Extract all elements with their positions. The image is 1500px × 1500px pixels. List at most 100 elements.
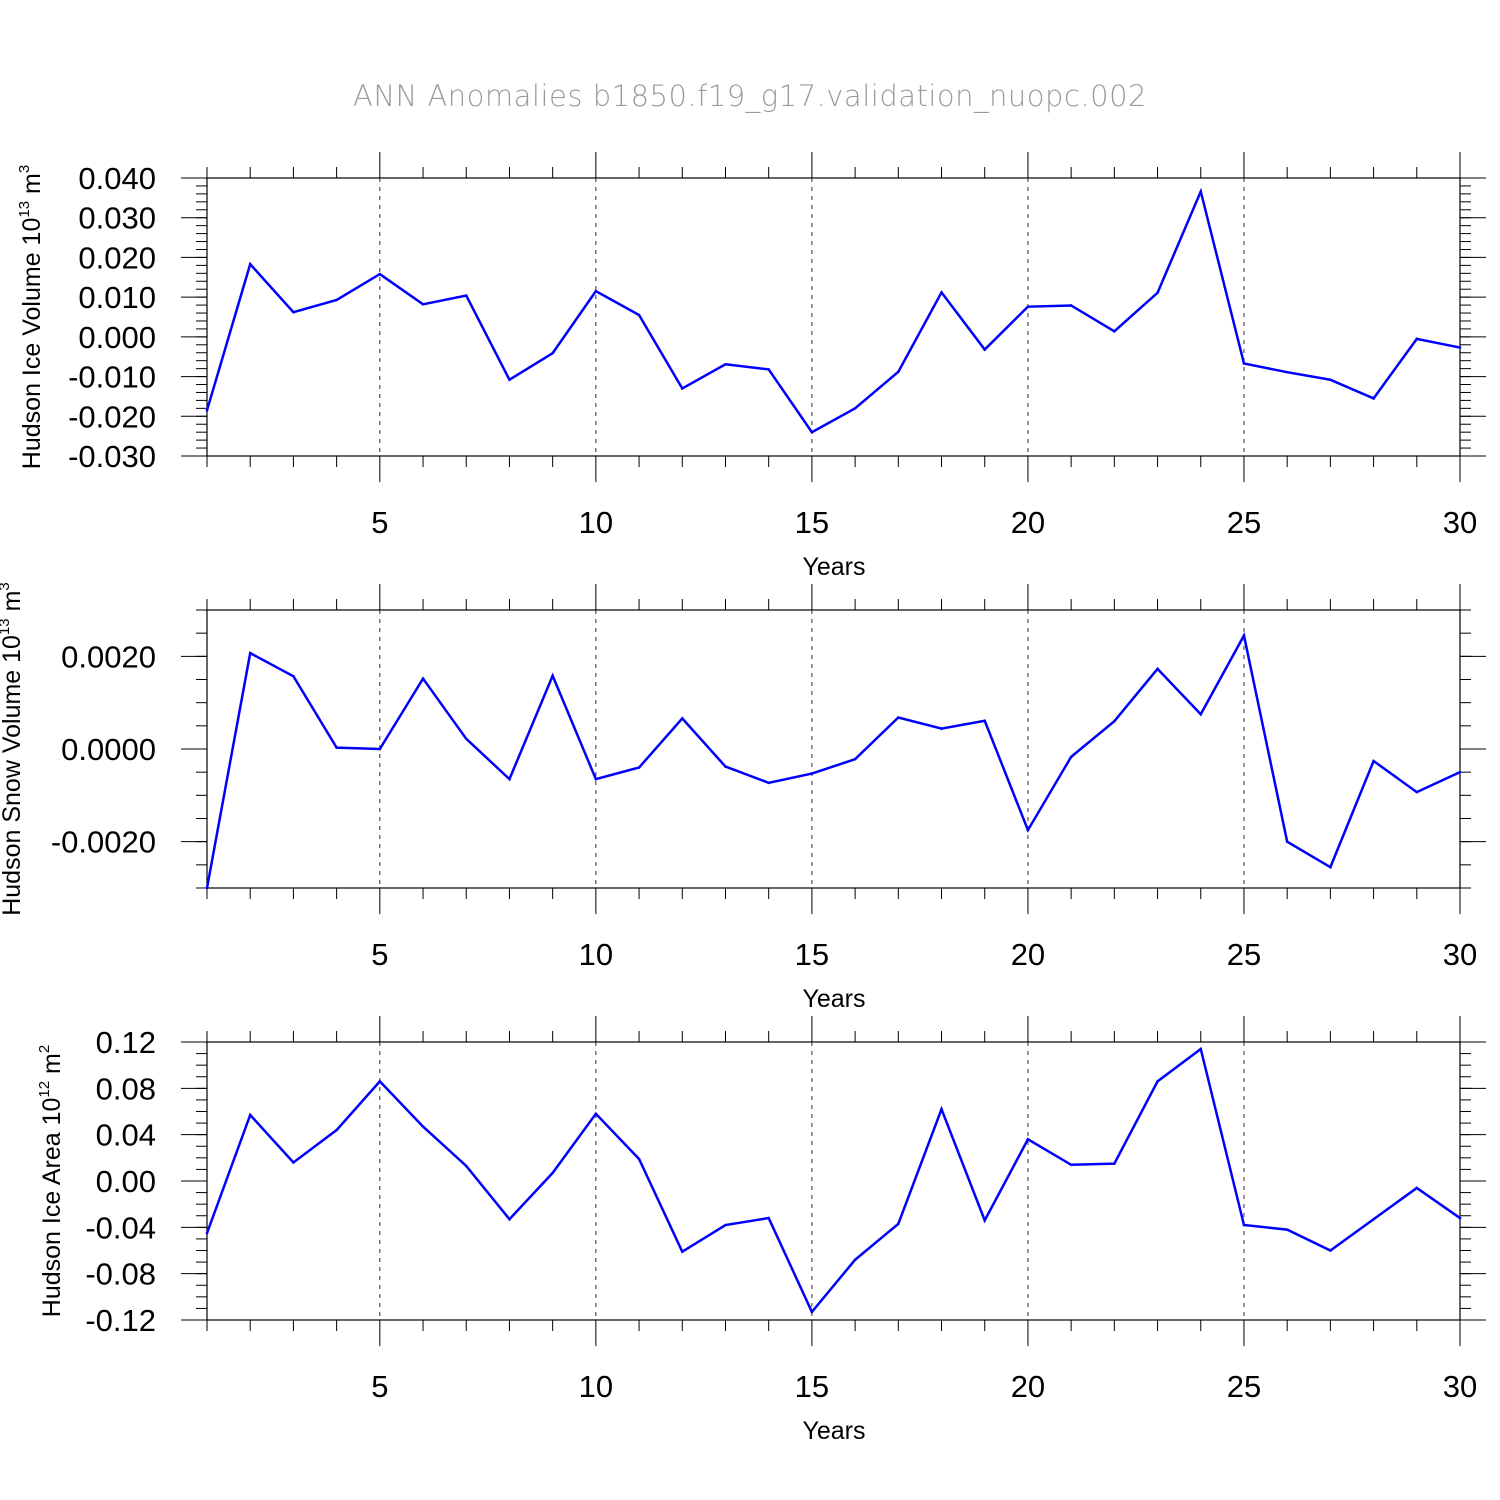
data-point <box>421 1125 425 1128</box>
data-point <box>248 262 252 266</box>
data-point <box>680 717 684 720</box>
data-point <box>248 1113 252 1117</box>
plot-frame <box>206 609 1461 889</box>
y-axis-title: Hudson Snow Volume 1013 m3 <box>0 582 26 916</box>
data-point <box>1415 1186 1419 1190</box>
data-point <box>594 289 598 293</box>
data-point <box>1026 1138 1030 1141</box>
data-point <box>508 378 511 382</box>
data-point <box>1069 755 1073 759</box>
plot-frame <box>206 1041 1461 1321</box>
data-point <box>205 1231 209 1235</box>
data-point <box>1156 1080 1159 1083</box>
data-point <box>1199 190 1203 193</box>
data-point <box>1285 370 1289 374</box>
data-point <box>767 368 770 371</box>
y-tick-label: 0.0000 <box>61 732 156 767</box>
y-tick-label: 0.020 <box>78 240 156 275</box>
data-point <box>205 409 209 412</box>
data-point <box>1372 1217 1375 1221</box>
data-point <box>378 1080 382 1083</box>
data-point <box>1156 667 1159 671</box>
x-tick-label: 30 <box>1443 937 1477 972</box>
x-tick-label: 20 <box>1011 937 1045 972</box>
y-tick-label: -0.08 <box>85 1257 156 1292</box>
data-point <box>767 1216 770 1220</box>
x-tick-label: 10 <box>579 1369 613 1404</box>
data-point <box>940 727 943 730</box>
x-tick-label: 5 <box>371 1369 388 1404</box>
data-point <box>421 677 425 680</box>
data-point <box>897 716 900 719</box>
data-point <box>1372 397 1375 400</box>
series-line <box>205 1046 1461 1315</box>
x-tick-label: 5 <box>371 937 388 972</box>
data-point <box>1415 337 1419 341</box>
data-point <box>724 765 727 768</box>
y-tick-label: -0.020 <box>68 399 156 434</box>
y-tick-label: 0.030 <box>78 201 156 236</box>
data-point <box>248 651 252 655</box>
data-point <box>940 291 943 294</box>
y-tick-label: 0.00 <box>96 1164 156 1199</box>
data-point <box>637 1157 641 1161</box>
data-point <box>1242 1223 1246 1227</box>
data-point <box>1415 790 1419 794</box>
x-axis-title: Years <box>802 985 865 1013</box>
data-point <box>551 351 554 355</box>
x-tick-label: 10 <box>579 937 613 972</box>
data-point <box>853 407 857 410</box>
data-point <box>594 777 598 781</box>
y-tick-label: 0.0020 <box>61 639 156 674</box>
data-point <box>1199 1047 1203 1051</box>
x-tick-label: 30 <box>1443 1369 1477 1404</box>
data-point <box>983 1219 987 1222</box>
y-tick-label: -0.12 <box>85 1303 156 1338</box>
data-point <box>1329 1249 1332 1252</box>
data-point <box>464 294 468 297</box>
y-axis-title: Hudson Ice Volume 1013 m3 <box>16 165 46 469</box>
y-tick-label: -0.04 <box>85 1210 156 1245</box>
y-tick-label: 0.04 <box>96 1118 156 1153</box>
data-point <box>1458 770 1462 774</box>
x-tick-label: 15 <box>795 1369 829 1404</box>
data-point <box>724 362 727 366</box>
data-point <box>1329 378 1332 382</box>
data-point <box>810 1310 814 1314</box>
data-point <box>551 674 554 678</box>
data-point <box>508 1217 511 1221</box>
data-point <box>378 272 382 276</box>
x-tick-label: 20 <box>1011 1369 1045 1404</box>
data-point <box>724 1223 727 1227</box>
y-axis-title: Hudson Ice Area 1012 m2 <box>36 1045 66 1317</box>
series-line <box>205 187 1461 434</box>
data-point <box>1285 840 1289 843</box>
data-point <box>983 348 987 351</box>
panels: 5 10 15 20 25 30 -0.030 -0.020 -0.010 0.000 0.010 0… <box>0 152 1486 1445</box>
data-point <box>1199 712 1203 716</box>
y-tick-label: 0.010 <box>78 280 156 315</box>
data-point <box>853 757 857 761</box>
data-point <box>680 387 684 390</box>
data-point <box>292 674 295 678</box>
panel-3: 5 10 15 20 25 30 -0.12 -0.08 -0.04 0.00 0.04 0.08 0.… <box>36 1016 1486 1445</box>
x-tick-label: 25 <box>1227 1369 1261 1404</box>
figure-title: ANN Anomalies b1850.f19_g17.validation_n… <box>353 79 1147 114</box>
data-point <box>1156 291 1159 295</box>
data-point <box>508 777 511 781</box>
data-point <box>1458 346 1462 349</box>
data-point <box>1113 329 1116 333</box>
y-tick-label: -0.0020 <box>51 825 156 860</box>
data-point <box>464 1164 468 1168</box>
data-point <box>897 1222 900 1226</box>
data-point <box>205 886 209 890</box>
data-point <box>637 766 641 769</box>
data-point <box>594 1112 598 1116</box>
data-point <box>1329 865 1332 869</box>
data-point <box>1242 362 1246 365</box>
data-point <box>1026 305 1030 308</box>
data-point <box>810 772 814 775</box>
x-tick-label: 5 <box>371 505 388 540</box>
data-point <box>464 737 468 741</box>
